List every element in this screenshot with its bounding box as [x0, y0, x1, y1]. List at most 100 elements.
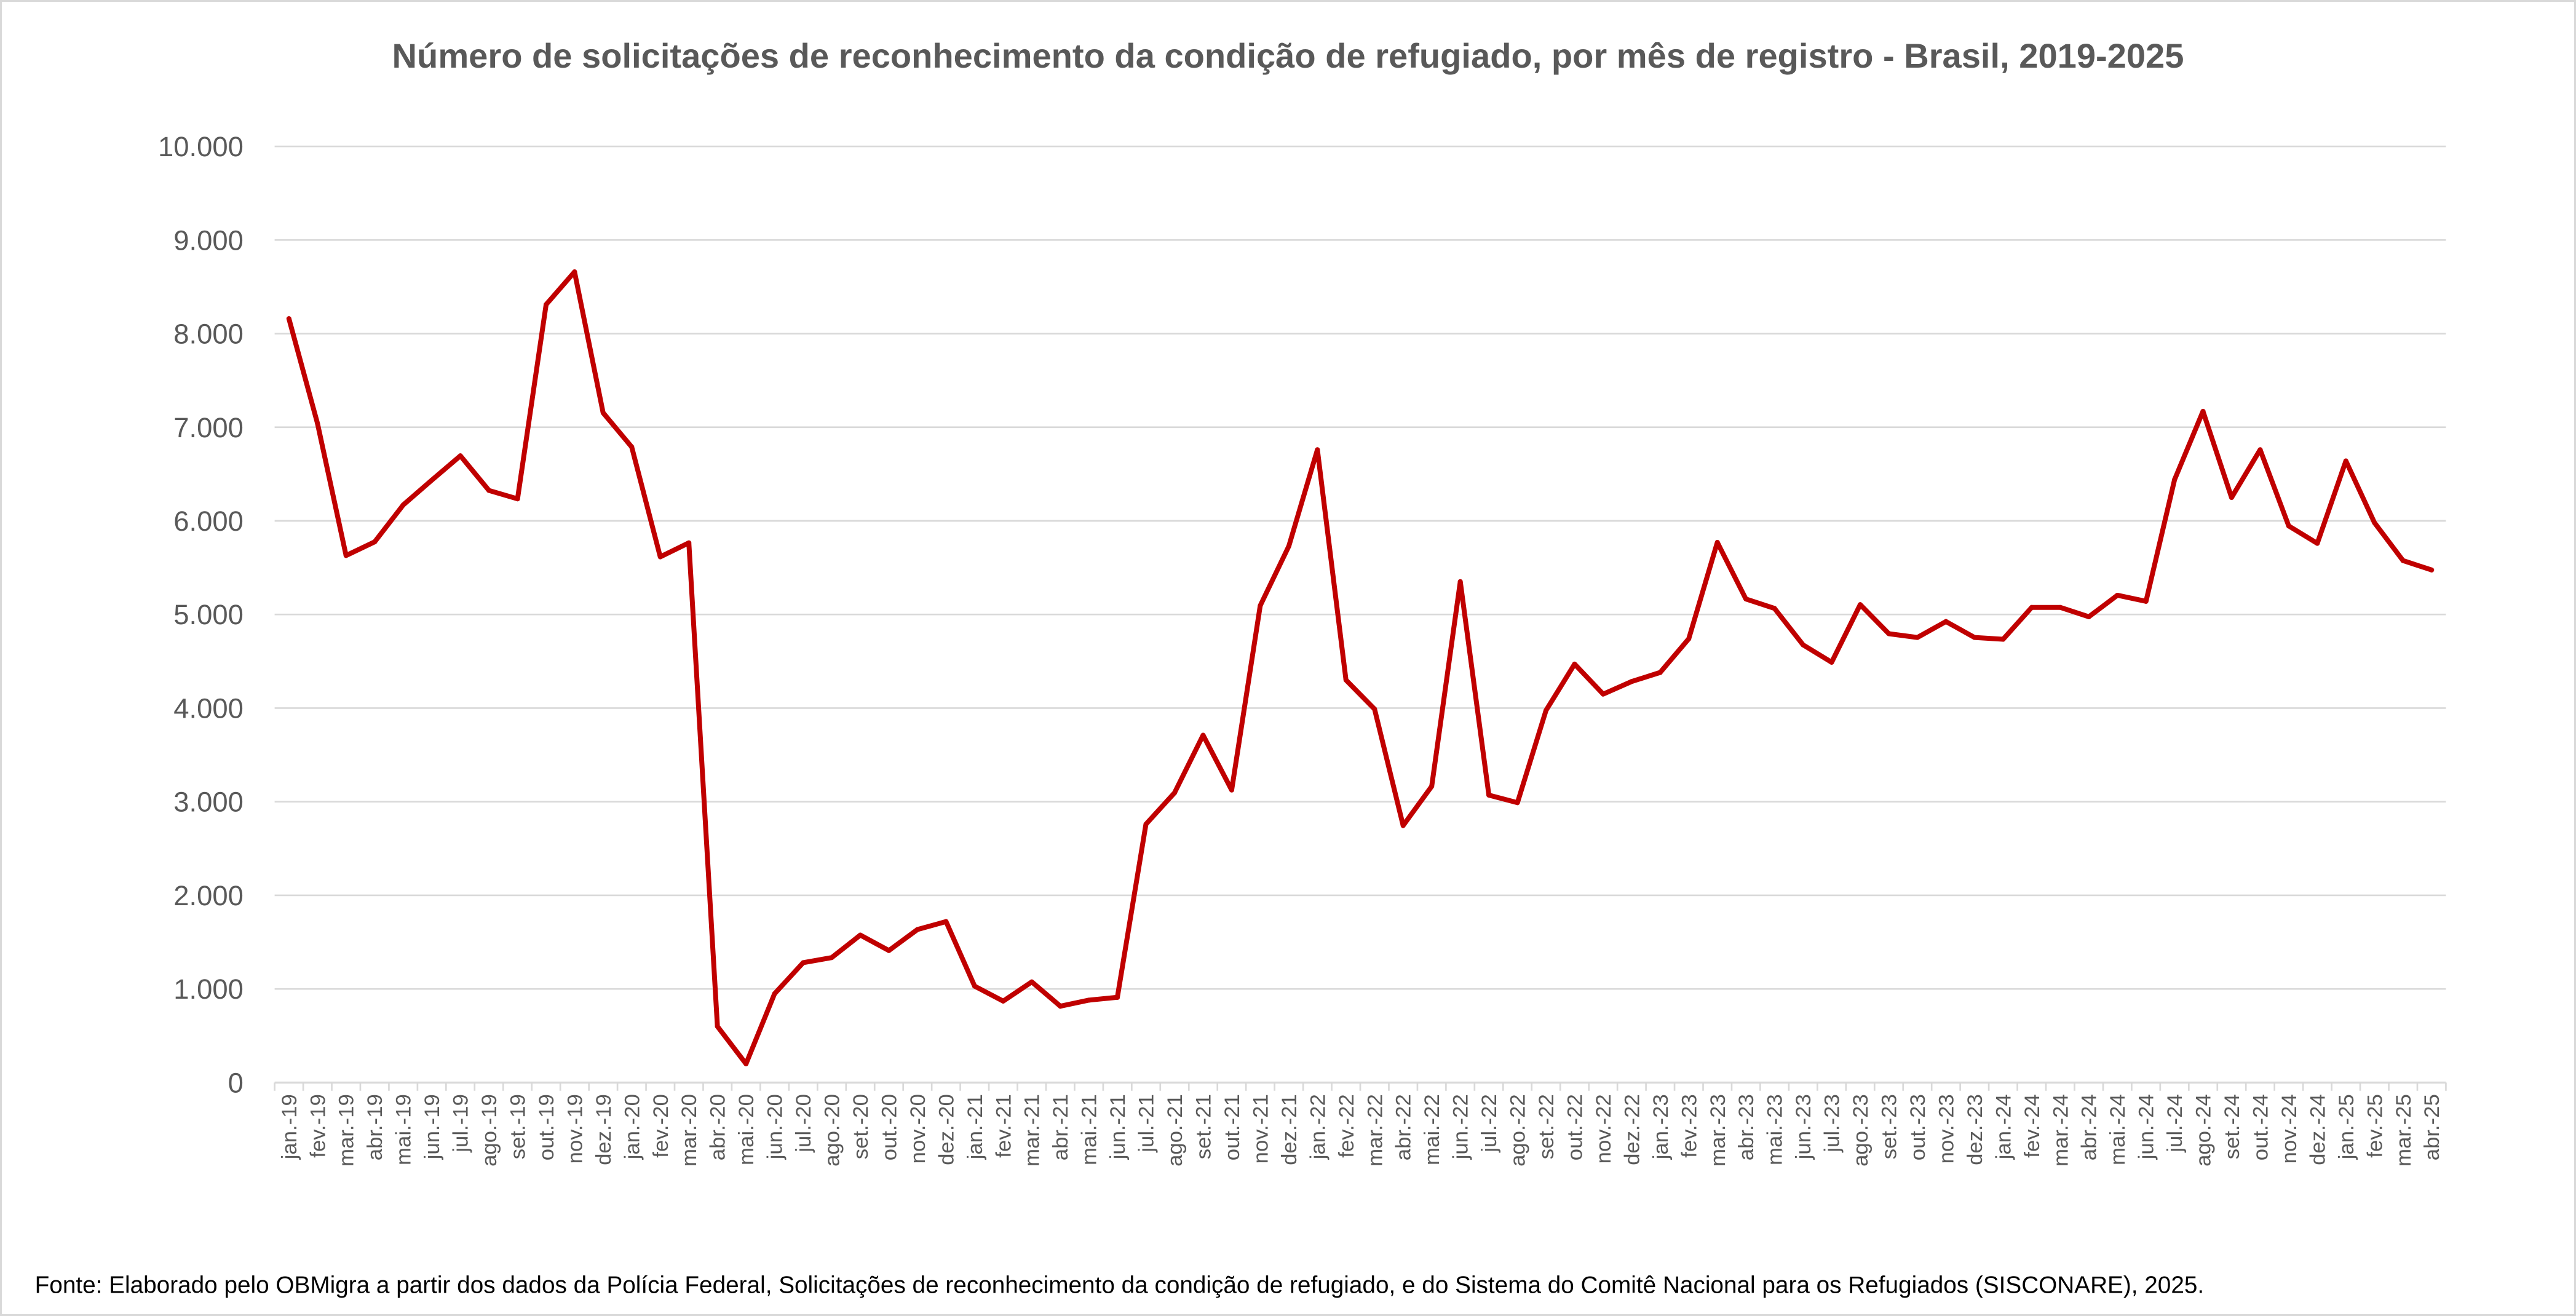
x-tick-label: abr.-19 — [363, 1094, 387, 1160]
data-point — [801, 960, 806, 965]
data-point — [343, 553, 349, 558]
x-tick-label: mar.-25 — [2392, 1094, 2415, 1167]
data-point — [600, 410, 606, 416]
y-tick-label: 8.000 — [173, 319, 244, 350]
x-tick-label: abr.-25 — [2420, 1094, 2444, 1160]
data-point — [1343, 677, 1349, 683]
data-point — [1515, 800, 1520, 806]
data-point — [1372, 706, 1377, 712]
x-tick-label: set.-19 — [507, 1094, 530, 1159]
x-tick-label: ago.-20 — [821, 1094, 844, 1167]
data-point — [1172, 790, 1178, 796]
x-tick-label: jul.-21 — [1135, 1094, 1159, 1153]
x-tick-label: ago.-22 — [1507, 1094, 1530, 1167]
data-point — [743, 1061, 749, 1066]
y-tick-label: 7.000 — [173, 412, 244, 443]
data-point — [2429, 567, 2435, 573]
x-tick-label: mar.-19 — [335, 1094, 359, 1167]
data-point — [1200, 732, 1206, 738]
x-tick-label: nov.-21 — [1249, 1094, 1272, 1163]
x-tick-label: ago.-24 — [2192, 1094, 2216, 1167]
y-tick-label: 2.000 — [173, 880, 244, 911]
x-tick-label: out.-20 — [878, 1094, 901, 1160]
data-point — [1972, 635, 1977, 640]
x-tick-label: jun.-22 — [1449, 1094, 1473, 1160]
data-point — [914, 927, 920, 932]
data-point — [1743, 597, 1749, 602]
data-point — [943, 919, 949, 924]
data-point — [829, 955, 834, 961]
data-point — [686, 540, 692, 545]
x-tick-label: jan.-23 — [1649, 1094, 1673, 1160]
data-point — [1457, 579, 1463, 584]
y-tick-label: 10.000 — [158, 131, 244, 162]
x-tick-label: dez.-22 — [1620, 1094, 1644, 1165]
data-point — [1486, 793, 1492, 798]
data-point — [857, 932, 863, 938]
x-tick-label: jun.-23 — [1792, 1094, 1815, 1160]
data-point — [1315, 447, 1320, 453]
data-point — [1714, 539, 1720, 545]
x-tick-label: mar.-21 — [1021, 1094, 1044, 1167]
x-tick-label: ago.-21 — [1163, 1094, 1187, 1167]
x-tick-label: nov.-23 — [1935, 1094, 1958, 1163]
data-point — [1600, 691, 1606, 697]
y-tick-label: 1.000 — [173, 973, 244, 1005]
x-tick-label: set.-20 — [849, 1094, 873, 1159]
x-tick-label: mar.-24 — [2049, 1094, 2072, 1167]
x-tick-label: mai.-22 — [1421, 1094, 1444, 1165]
data-point — [715, 1024, 720, 1029]
source-footnote: Fonte: Elaborado pelo OBMigra a partir d… — [35, 1272, 2205, 1298]
x-tick-label: jan.-24 — [1992, 1094, 2015, 1160]
data-point — [2143, 598, 2149, 604]
x-tick-label: jan.-21 — [964, 1094, 987, 1160]
x-tick-label: out.-24 — [2249, 1094, 2272, 1160]
x-tick-label: jul.-19 — [450, 1094, 473, 1153]
data-point — [372, 539, 378, 545]
x-tick-label: fev.-22 — [1335, 1094, 1358, 1158]
x-tick-label: ago.-19 — [478, 1094, 501, 1167]
x-tick-label: fev.-21 — [992, 1094, 1015, 1158]
x-tick-label: jun.-20 — [764, 1094, 787, 1160]
data-point — [2086, 614, 2091, 620]
x-tick-label: dez.-21 — [1278, 1094, 1301, 1165]
data-point — [1229, 787, 1234, 793]
data-point — [1772, 606, 1777, 611]
data-point — [1657, 670, 1663, 675]
x-tick-label: mar.-23 — [1706, 1094, 1730, 1167]
x-tick-label: out.-23 — [1906, 1094, 1930, 1160]
x-tick-label: ago.-23 — [1849, 1094, 1873, 1167]
data-point — [515, 496, 520, 502]
data-point — [1829, 659, 1834, 665]
data-point — [286, 316, 291, 322]
data-point — [2400, 558, 2406, 563]
data-point — [2286, 523, 2291, 529]
y-tick-label: 3.000 — [173, 787, 244, 818]
data-point — [2115, 593, 2120, 598]
x-tick-label: abr.-21 — [1049, 1094, 1072, 1160]
x-tick-label: mai.-24 — [2106, 1094, 2130, 1165]
data-point — [1143, 822, 1149, 827]
x-tick-label: jan.-25 — [2335, 1094, 2358, 1160]
y-tick-label: 4.000 — [173, 692, 244, 724]
data-point — [2372, 520, 2377, 526]
data-point — [1400, 823, 1406, 828]
x-tick-label: fev.-23 — [1678, 1094, 1701, 1158]
data-point — [1258, 603, 1263, 608]
x-tick-label: dez.-20 — [935, 1094, 958, 1165]
x-tick-label: abr.-20 — [707, 1094, 730, 1160]
data-point — [1943, 619, 1949, 624]
x-tick-label: mar.-20 — [678, 1094, 701, 1167]
data-point — [1286, 544, 1291, 549]
x-tick-label: set.-22 — [1535, 1094, 1558, 1159]
x-tick-label: set.-24 — [2221, 1094, 2244, 1159]
data-line — [286, 269, 2435, 1066]
data-point — [1429, 783, 1435, 789]
x-tick-label: out.-22 — [1563, 1094, 1587, 1160]
x-tick-label: mai.-19 — [392, 1094, 416, 1165]
data-point — [2343, 458, 2348, 464]
x-tick-label: out.-19 — [535, 1094, 558, 1160]
x-tick-label: abr.-22 — [1392, 1094, 1416, 1160]
x-tick-label: dez.-19 — [592, 1094, 616, 1165]
